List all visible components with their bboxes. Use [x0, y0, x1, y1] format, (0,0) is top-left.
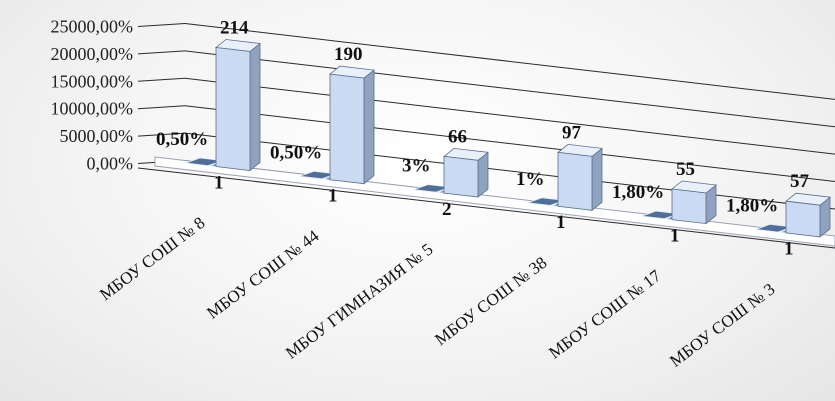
gridline [184, 132, 835, 210]
data-label: 0,50% [156, 129, 208, 150]
gridline [184, 105, 835, 183]
bars [185, 39, 831, 238]
data-label: 1 [784, 239, 794, 260]
data-label: 214 [220, 18, 249, 39]
category-label: МБОУ СОШ № 3 [666, 279, 778, 370]
y-tick-label: 10000,00% [51, 99, 134, 119]
bar [215, 47, 251, 171]
bar [671, 188, 707, 225]
bar-side [591, 147, 603, 212]
axis-line [137, 167, 835, 249]
gridline [184, 77, 835, 155]
gridline [137, 50, 186, 55]
y-tick-label: 15000,00% [51, 71, 134, 91]
y-axis: 0,00% 5000,00% 10000,00% 15000,00% 20000,00%… [51, 17, 134, 174]
data-label: 97 [562, 122, 582, 143]
gridline [137, 132, 186, 137]
gridline [137, 105, 186, 110]
bar [785, 200, 821, 238]
gridline [184, 23, 835, 100]
data-label: 3% [402, 156, 431, 177]
bar-side [249, 42, 261, 172]
data-label: 55 [676, 159, 695, 180]
y-tick-label: 0,00% [87, 154, 134, 174]
data-label: 1,80% [726, 195, 778, 216]
category-label: МБОУ СОШ № 17 [545, 266, 665, 363]
category-label: МБОУ СОШ № 38 [431, 253, 550, 349]
data-label: 66 [448, 126, 467, 147]
data-label: 190 [334, 44, 363, 65]
category-label: МБОУ ГИМНАЗИЯ № 5 [282, 240, 436, 363]
y-tick-label: 25000,00% [51, 17, 134, 37]
category-label: МБОУ СОШ № 8 [96, 213, 208, 304]
bar [329, 73, 365, 185]
category-label: МБОУ СОШ № 44 [203, 226, 323, 323]
data-label: 1 [214, 172, 224, 193]
data-label: 1 [328, 186, 338, 207]
data-label: 1 [670, 225, 680, 246]
y-tick-label: 20000,00% [51, 44, 134, 64]
gridline [184, 50, 835, 128]
data-label: 1,80% [612, 182, 664, 203]
data-label: 0,50% [270, 142, 322, 163]
bar [443, 155, 479, 198]
data-label: 1 [556, 212, 566, 233]
gridline [137, 23, 186, 27]
gridline [137, 77, 186, 82]
data-label: 2 [442, 199, 452, 220]
bar [557, 151, 593, 211]
data-labels: 0,50% 0,50% 3% 1% 1,80% 1,80% 1 1 2 1 1 1 214 190 66 97… [156, 18, 810, 260]
bar-side [363, 69, 375, 185]
data-label: 57 [790, 171, 810, 192]
y-tick-label: 5000,00% [60, 126, 134, 146]
data-label: 1% [516, 169, 545, 190]
